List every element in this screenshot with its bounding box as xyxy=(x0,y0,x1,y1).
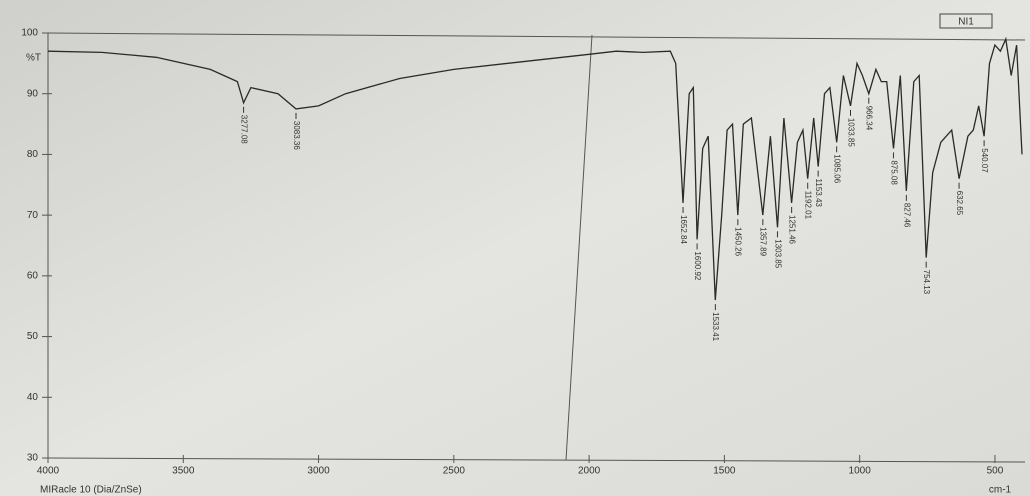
peak-label: 1085.06 xyxy=(833,154,842,183)
peak-label: 1251.46 xyxy=(788,215,797,244)
paper-fold xyxy=(565,34,593,461)
spectrum-line xyxy=(47,36,1023,301)
y-tick-label: 100 xyxy=(21,28,38,39)
peak-label: 1450.26 xyxy=(734,227,743,256)
x-tick-label: 4000 xyxy=(37,466,60,477)
sample-box xyxy=(939,13,993,29)
peak-label: 1357.89 xyxy=(759,227,768,256)
instrument-label: MIRacle 10 (Dia/ZnSe) xyxy=(40,485,142,496)
y-tick-label: 60 xyxy=(27,270,39,281)
plot-top-border xyxy=(47,32,1026,41)
x-tick-label: 2500 xyxy=(443,466,466,477)
peak-label: 1600.92 xyxy=(693,251,702,280)
x-axis-line xyxy=(47,457,1026,463)
peak-label: 1033.85 xyxy=(846,118,855,147)
peak-label: 1533.41 xyxy=(711,312,720,341)
peak-label: 875.08 xyxy=(889,160,898,185)
peak-label: 3083.36 xyxy=(292,121,301,150)
x-tick-label: 500 xyxy=(987,466,1004,477)
y-tick-label: 70 xyxy=(27,210,39,221)
sample-label: NI1 xyxy=(958,17,974,28)
x-tick-label: 3000 xyxy=(307,466,330,477)
peak-label: 754.13 xyxy=(922,270,931,295)
peak-label: 1192.01 xyxy=(804,191,813,220)
y-tick-label: 40 xyxy=(27,392,39,403)
peak-label: 1153.43 xyxy=(814,179,823,208)
x-axis-label: cm-1 xyxy=(989,485,1012,496)
peak-label: 1303.85 xyxy=(773,239,782,268)
peak-label: 540.07 xyxy=(980,148,989,173)
y-tick-label: 30 xyxy=(27,453,39,464)
x-tick-label: 2000 xyxy=(578,466,601,477)
x-tick-label: 1500 xyxy=(713,466,736,477)
y-axis-label: %T xyxy=(26,53,41,64)
y-tick-label: 80 xyxy=(27,149,39,160)
peak-label: 827.46 xyxy=(902,203,911,228)
peak-label: 3277.08 xyxy=(239,115,248,144)
peak-label: 632.65 xyxy=(955,191,964,216)
x-tick-label: 3500 xyxy=(172,466,195,477)
peak-label: 966.34 xyxy=(865,106,874,131)
peak-label: 1652.84 xyxy=(679,215,688,244)
y-tick-label: 50 xyxy=(27,331,39,342)
x-tick-label: 1000 xyxy=(849,466,872,477)
y-tick-label: 90 xyxy=(27,88,39,99)
